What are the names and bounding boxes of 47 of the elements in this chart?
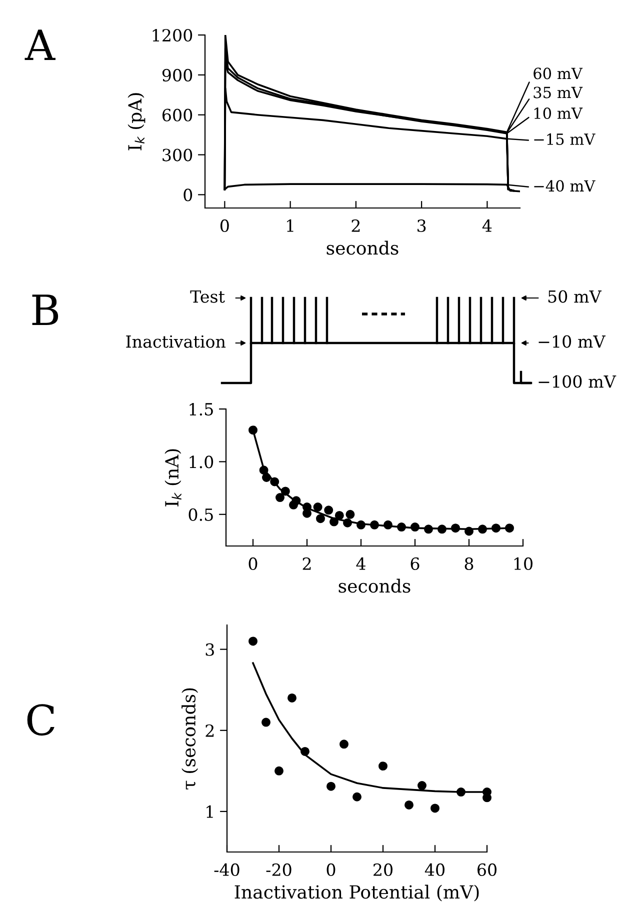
chart-title: A: [24, 30, 56, 60]
text: B: [32, 294, 58, 325]
x-tick-label: 6: [410, 557, 420, 570]
y-axis-title: I$_{k}$ (pA): [128, 93, 146, 150]
text: 60 mV: [534, 68, 583, 80]
y-tick-label: 0: [184, 188, 192, 202]
x-tick-label: 0: [248, 557, 258, 570]
text: −100 mV: [538, 375, 616, 388]
x-tick-label: -20: [266, 863, 292, 876]
x-tick-label: 60: [478, 863, 496, 876]
text: Inactivation: [126, 335, 226, 348]
legend-label: −40 mV: [534, 180, 596, 192]
legend-label: 10 mV: [534, 107, 583, 120]
y-tick-label: 900: [162, 68, 192, 82]
x-tick-label: 8: [464, 557, 474, 570]
x-tick-label: 20: [374, 863, 392, 876]
y-tick-label: 1: [206, 805, 213, 818]
x-tick-label: 4: [356, 557, 366, 570]
x-axis-title: Inactivation Potential (mV): [234, 884, 479, 902]
x-tick-label: 4: [482, 219, 492, 232]
x-tick-label: 2: [352, 219, 360, 232]
x-tick-label: 0: [326, 863, 336, 876]
x-tick-label: 0: [220, 219, 229, 232]
y-tick-label: 3: [206, 643, 214, 656]
y-tick-label: 0.5: [188, 508, 213, 521]
x-axis-title: seconds: [326, 240, 398, 255]
y-axis-title: τ (seconds): [182, 688, 198, 790]
x-axis-title: seconds: [338, 578, 410, 593]
y-tick-label: 300: [162, 148, 192, 162]
x-tick-label: 40: [424, 863, 444, 876]
y-tick-label: 1.5: [190, 402, 213, 416]
x-tick-label: 1: [287, 219, 294, 232]
y-tick-label: 2: [206, 724, 214, 737]
text: −10 mV: [538, 335, 606, 348]
x-tick-label: 2: [302, 557, 311, 570]
legend-label: −15 mV: [534, 133, 596, 145]
text: Test: [190, 290, 225, 303]
y-axis-title: I$_{k}$ (nA): [164, 449, 182, 506]
y-tick-label: 600: [162, 108, 192, 122]
text: 35 mV: [534, 86, 583, 98]
y-tick-label: 1.0: [190, 456, 214, 468]
x-tick-label: 3: [418, 219, 426, 232]
y-tick-label: 1200: [152, 28, 192, 42]
x-tick-label: 10: [514, 557, 532, 570]
x-tick-label: -40: [214, 863, 240, 876]
text: 50 mV: [548, 290, 602, 303]
text: C: [27, 704, 54, 736]
